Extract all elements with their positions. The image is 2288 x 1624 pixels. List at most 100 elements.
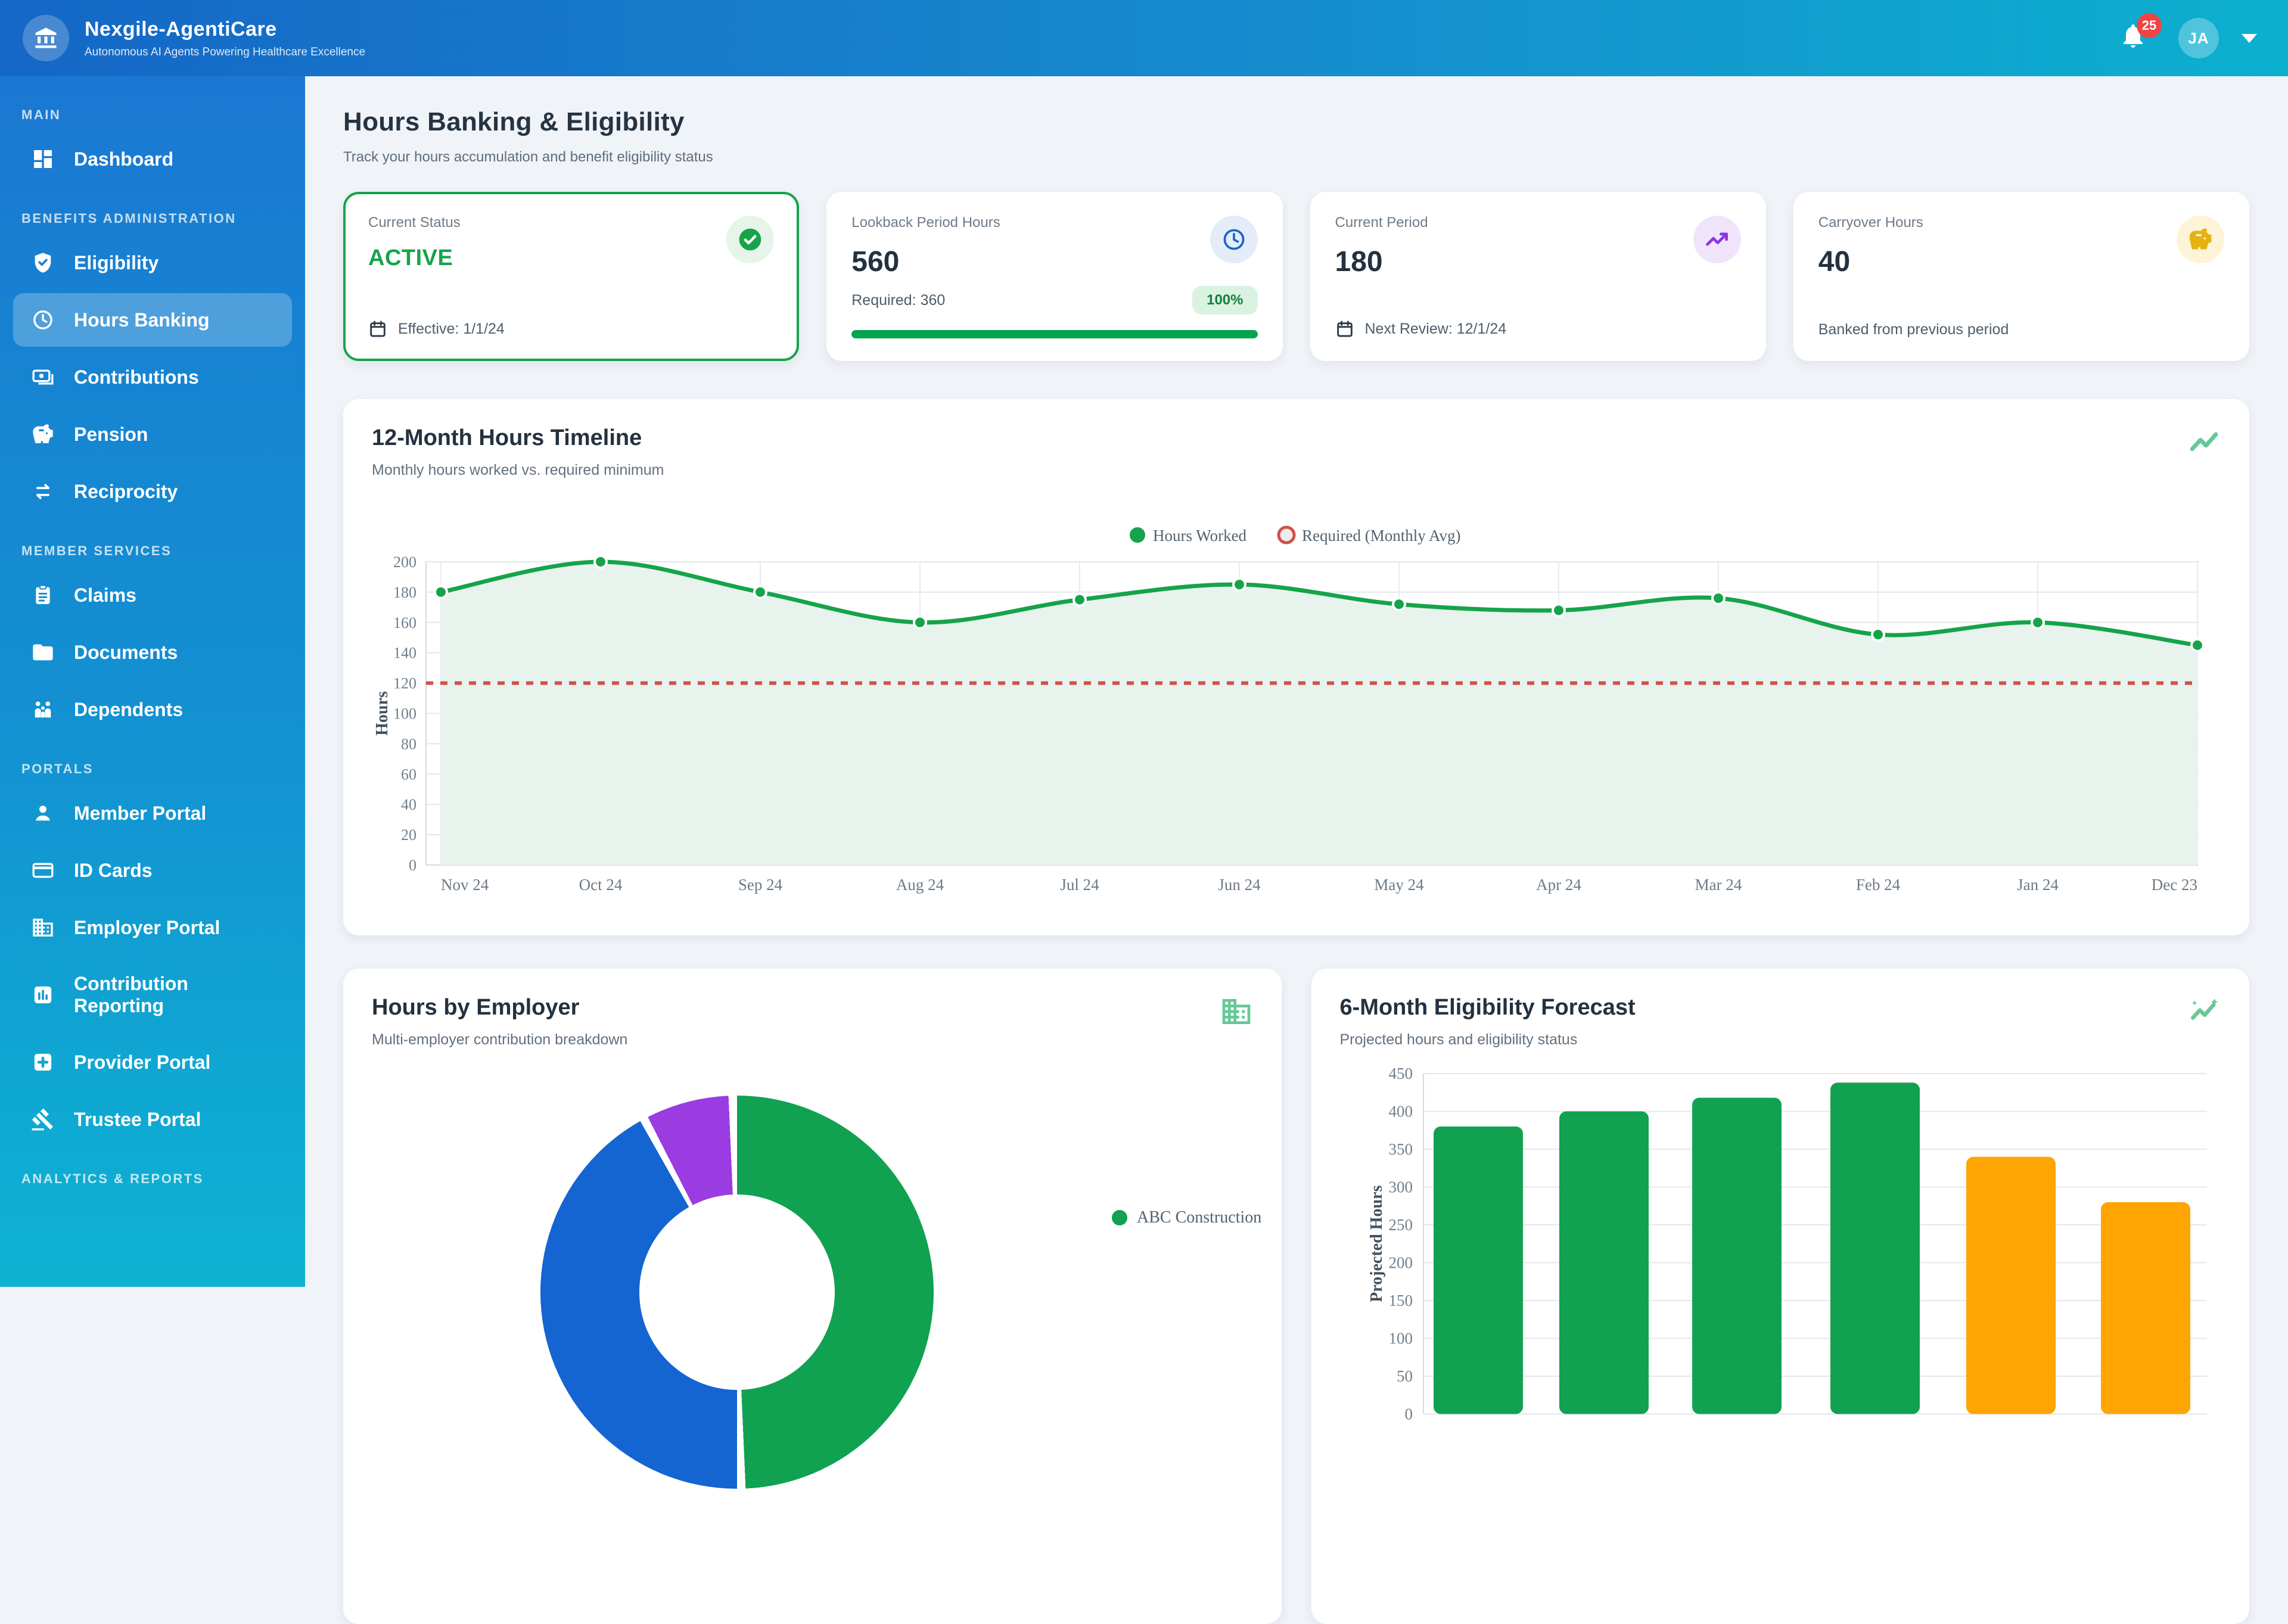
- sidebar-item-label: Contribution Reporting: [74, 973, 188, 1016]
- sidebar-item-dashboard[interactable]: Dashboard: [13, 132, 292, 186]
- stat-footer: Required: 360: [851, 291, 946, 309]
- notifications-button[interactable]: 25: [2119, 13, 2162, 55]
- employer-title: Hours by Employer: [372, 995, 580, 1020]
- nav-section-label: PORTALS: [21, 761, 94, 776]
- svg-text:160: 160: [393, 614, 416, 631]
- svg-text:Jun 24: Jun 24: [1218, 876, 1261, 894]
- stat-value: 180: [1335, 246, 1383, 278]
- svg-text:80: 80: [401, 735, 416, 752]
- bar-chart-icon: [31, 983, 55, 1007]
- stat-label: Current Status: [368, 214, 461, 231]
- svg-text:Hours Worked: Hours Worked: [1153, 527, 1247, 545]
- svg-text:Required (Monthly Avg): Required (Monthly Avg): [1302, 527, 1460, 545]
- svg-text:200: 200: [1388, 1254, 1413, 1272]
- sidebar-item-label: Provider Portal: [74, 1051, 211, 1073]
- piggy-bank-icon: [31, 422, 55, 446]
- building-icon: [1220, 995, 1253, 1031]
- legend-dot: [1112, 1210, 1127, 1225]
- bank-logo-icon: [23, 15, 69, 61]
- sidebar-item-reciprocity[interactable]: Reciprocity: [13, 465, 292, 518]
- shield-check-icon: [31, 251, 55, 275]
- person-icon: [31, 801, 55, 825]
- sidebar-item-eligibility[interactable]: Eligibility: [13, 236, 292, 290]
- sidebar-item-label: Dashboard: [74, 148, 174, 170]
- sidebar-nav: MAIN Dashboard BENEFITS ADMINISTRATION Elig…: [0, 107, 305, 1187]
- employer-donut-chart: [540, 1096, 934, 1489]
- chevron-down-icon[interactable]: [2242, 33, 2257, 43]
- timeline-line-chart: 0 20 40 60 80 100 120 140 160 180 200 Nov 24 Oct 24 S…: [373, 525, 2205, 894]
- check-circle-icon: [726, 216, 775, 263]
- progress-bar: [851, 330, 1258, 338]
- svg-text:150: 150: [1388, 1292, 1413, 1309]
- svg-text:180: 180: [393, 584, 416, 601]
- timeline-card: 12-Month Hours Timeline Monthly hours wo…: [343, 399, 2249, 935]
- top-bar: Nexgile-AgentiCare Autonomous AI Agents …: [0, 0, 2288, 76]
- brand: Nexgile-AgentiCare Autonomous AI Agents …: [23, 15, 365, 61]
- forecast-card: 6-Month Eligibility Forecast Projected h…: [1311, 969, 2249, 1624]
- sidebar-item-documents[interactable]: Documents: [13, 626, 292, 679]
- sidebar-item-label: Trustee Portal: [74, 1108, 201, 1130]
- stat-label: Lookback Period Hours: [851, 214, 1000, 231]
- svg-text:300: 300: [1388, 1178, 1413, 1196]
- clipboard-icon: [31, 583, 55, 607]
- stat-value: 40: [1818, 246, 1851, 278]
- sidebar-item-label: Claims: [74, 584, 136, 606]
- svg-text:Hours: Hours: [373, 691, 391, 736]
- building-icon: [31, 916, 55, 939]
- stat-label: Carryover Hours: [1818, 214, 1923, 231]
- forecast-bar-chart: 450 400 350 300 250 200 150 100 50 0 Projected Hou…: [1367, 1065, 2207, 1423]
- legend-label: ABC Construction: [1137, 1208, 1262, 1227]
- stat-footer: Next Review: 12/1/24: [1364, 320, 1507, 337]
- svg-text:100: 100: [393, 705, 416, 723]
- sidebar-item-employer-portal[interactable]: Employer Portal: [13, 901, 292, 954]
- sidebar-item-trustee-portal[interactable]: Trustee Portal: [13, 1093, 292, 1146]
- sidebar-item-contributions[interactable]: Contributions: [13, 350, 292, 404]
- sidebar-item-member-portal[interactable]: Member Portal: [13, 786, 292, 840]
- forecast-title: 6-Month Eligibility Forecast: [1339, 995, 1636, 1020]
- stat-value: ACTIVE: [368, 245, 453, 270]
- sidebar-item-contribution-reporting[interactable]: Contribution Reporting: [13, 958, 292, 1032]
- payments-icon: [31, 365, 55, 389]
- sidebar-item-label: Reciprocity: [74, 480, 178, 502]
- sidebar-item-label: Member Portal: [74, 802, 207, 824]
- sidebar-item-label: Pension: [74, 423, 148, 445]
- svg-text:450: 450: [1388, 1065, 1413, 1082]
- svg-text:0: 0: [409, 857, 416, 874]
- svg-text:Oct 24: Oct 24: [579, 876, 623, 894]
- svg-text:Sep 24: Sep 24: [738, 876, 783, 894]
- svg-text:May 24: May 24: [1374, 876, 1424, 894]
- svg-text:120: 120: [393, 675, 416, 692]
- donut-legend-item: ABC Construction: [1112, 1208, 1261, 1227]
- notification-badge: 25: [2137, 13, 2162, 38]
- sidebar-item-provider-portal[interactable]: Provider Portal: [13, 1035, 292, 1089]
- gavel-icon: [31, 1107, 55, 1131]
- calendar-icon: [368, 319, 387, 338]
- avatar[interactable]: JA: [2178, 18, 2219, 58]
- sidebar-item-id-cards[interactable]: ID Cards: [13, 844, 292, 897]
- svg-text:Jul 24: Jul 24: [1060, 876, 1099, 894]
- percent-badge: 100%: [1192, 286, 1258, 315]
- sidebar-item-hours-banking[interactable]: Hours Banking: [13, 293, 292, 347]
- family-icon: [31, 698, 55, 721]
- medical-cross-icon: [31, 1050, 55, 1074]
- stat-card-current-status: Current Status ACTIVE Effective: 1/1/24: [343, 192, 800, 361]
- employer-card: Hours by Employer Multi-employer contrib…: [343, 969, 1282, 1624]
- trending-up-icon: [1693, 216, 1741, 263]
- progress-fill: [851, 330, 1258, 338]
- sidebar-item-claims[interactable]: Claims: [13, 568, 292, 622]
- sidebar-item-pension[interactable]: Pension: [13, 407, 292, 461]
- stats-row: Current Status ACTIVE Effective: 1/1/24 …: [343, 192, 2249, 361]
- svg-text:200: 200: [393, 553, 416, 571]
- swap-arrows-icon: [31, 480, 55, 503]
- sidebar-item-label: Contributions: [74, 366, 199, 388]
- stat-footer: Banked from previous period: [1818, 321, 2009, 338]
- svg-text:Jan 24: Jan 24: [2017, 876, 2059, 894]
- sidebar-item-label: Hours Banking: [74, 309, 210, 331]
- sidebar-item-dependents[interactable]: Dependents: [13, 683, 292, 736]
- dashboard-icon: [31, 147, 55, 171]
- timeline-title: 12-Month Hours Timeline: [372, 425, 642, 450]
- svg-text:Dec 23: Dec 23: [2152, 876, 2197, 894]
- svg-text:140: 140: [393, 645, 416, 662]
- forecast-subtitle: Projected hours and eligibility status: [1339, 1031, 1578, 1048]
- timeline-subtitle: Monthly hours worked vs. required minimu…: [372, 462, 664, 478]
